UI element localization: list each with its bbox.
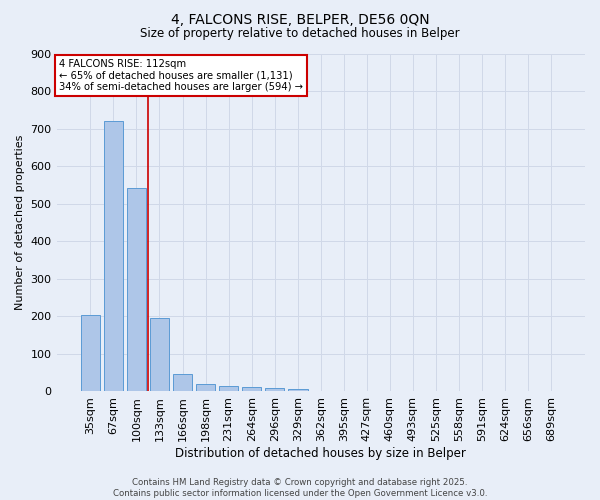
X-axis label: Distribution of detached houses by size in Belper: Distribution of detached houses by size …: [175, 447, 466, 460]
Y-axis label: Number of detached properties: Number of detached properties: [15, 135, 25, 310]
Text: Size of property relative to detached houses in Belper: Size of property relative to detached ho…: [140, 28, 460, 40]
Bar: [196, 384, 215, 392]
Bar: [265, 388, 284, 392]
Text: Contains HM Land Registry data © Crown copyright and database right 2025.
Contai: Contains HM Land Registry data © Crown c…: [113, 478, 487, 498]
Bar: [127, 188, 146, 392]
Bar: [80, 315, 100, 392]
Text: 4, FALCONS RISE, BELPER, DE56 0QN: 4, FALCONS RISE, BELPER, DE56 0QN: [170, 12, 430, 26]
Bar: [288, 389, 308, 392]
Bar: [104, 122, 123, 392]
Bar: [242, 387, 262, 392]
Bar: [219, 386, 238, 392]
Bar: [149, 318, 169, 392]
Bar: [173, 374, 193, 392]
Text: 4 FALCONS RISE: 112sqm
← 65% of detached houses are smaller (1,131)
34% of semi-: 4 FALCONS RISE: 112sqm ← 65% of detached…: [59, 59, 303, 92]
